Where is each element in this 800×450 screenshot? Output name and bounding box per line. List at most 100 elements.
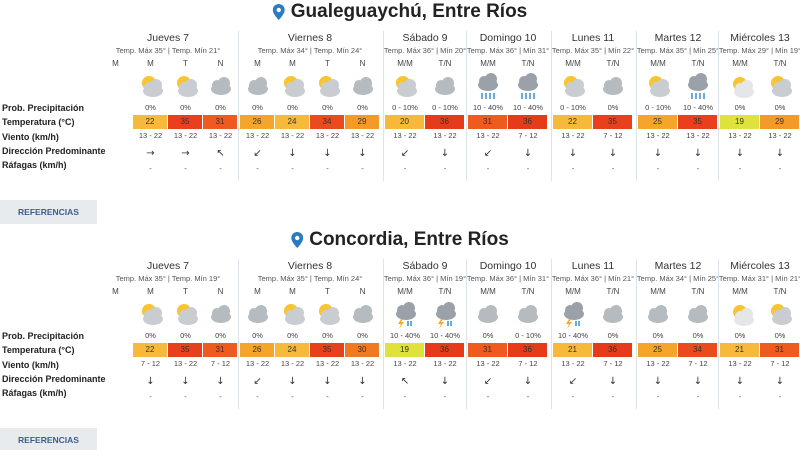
period-label: M <box>112 59 119 68</box>
precipitation: 0% <box>607 103 619 112</box>
weather-icon <box>352 77 373 95</box>
wind-direction: ↓ <box>568 148 578 159</box>
temperature: 22 <box>133 343 167 357</box>
temperature: 26 <box>240 115 274 129</box>
wind: 7 - 12 <box>210 359 231 368</box>
precipitation: 10 - 40% <box>389 331 421 340</box>
period-label: T/N <box>691 59 705 68</box>
period-label: M <box>147 287 154 296</box>
wind-direction: ↙ <box>253 376 262 387</box>
wind: 13 - 22 <box>138 131 163 140</box>
wind-direction: ↙ <box>400 148 410 159</box>
temperature: 22 <box>553 115 592 129</box>
wind-direction: ↓ <box>216 376 225 387</box>
period-label: M <box>289 287 296 296</box>
gusts: - <box>526 392 530 401</box>
gusts: - <box>149 392 152 401</box>
icon-cell <box>559 300 587 333</box>
temperature: 36 <box>508 115 547 129</box>
icon-cell <box>599 300 627 333</box>
wind-direction: ↙ <box>483 376 493 387</box>
icon-cell <box>244 72 272 105</box>
precipitation: 0% <box>252 103 263 112</box>
period-label: T <box>183 59 188 68</box>
precipitation: 0% <box>145 103 156 112</box>
wind-direction: → <box>181 148 190 159</box>
gusts: - <box>738 392 742 401</box>
period-label: M/M <box>397 287 413 296</box>
weather-icon <box>649 76 670 97</box>
references-button[interactable]: REFERENCIAS <box>0 428 97 450</box>
temperature: 22 <box>133 115 167 129</box>
precipitation: 0% <box>607 331 619 340</box>
gusts: - <box>656 392 660 401</box>
period-label: M <box>289 59 296 68</box>
wind: 13 - 22 <box>768 131 792 140</box>
wind-direction: ↓ <box>523 148 533 159</box>
day-divider <box>636 259 637 409</box>
wind: 13 - 22 <box>686 131 710 140</box>
weather-icon <box>352 305 373 323</box>
temperature: 36 <box>425 343 464 357</box>
references-button[interactable]: REFERENCIAS <box>0 200 97 224</box>
wind: 13 - 22 <box>476 131 500 140</box>
icon-cell <box>644 72 672 105</box>
icon-cell <box>391 72 419 105</box>
precipitation: 0% <box>180 331 191 340</box>
temperature: 35 <box>168 343 202 357</box>
day-name: Jueves 7 <box>146 32 190 44</box>
wind: 13 - 22 <box>208 131 233 140</box>
icon-cell <box>349 72 377 105</box>
wind: 7 - 12 <box>140 359 161 368</box>
precipitation: 10 - 40% <box>557 331 589 340</box>
temperature: 31 <box>203 343 237 357</box>
day-divider <box>383 259 384 409</box>
wind-direction: ↙ <box>483 148 493 159</box>
precipitation: 0% <box>287 103 298 112</box>
weather-icon <box>603 77 623 95</box>
gusts: - <box>184 164 187 173</box>
wind: 13 - 22 <box>280 359 305 368</box>
precipitation: 0% <box>774 331 786 340</box>
precipitation: 0% <box>145 331 156 340</box>
weather-icon <box>283 76 305 97</box>
icon-cell <box>766 72 794 105</box>
row-label: Prob. Precipitación <box>2 331 85 341</box>
day-name: Martes 12 <box>654 260 702 272</box>
day-summary: Temp. Máx 34° | Temp. Mín 24° <box>257 46 363 55</box>
icon-cell <box>172 300 200 333</box>
precipitation: 0 - 10% <box>432 103 458 112</box>
period-label: T <box>325 59 330 68</box>
gusts: - <box>256 164 259 173</box>
period-label: M <box>254 59 261 68</box>
weather-icon <box>396 76 417 97</box>
wind-direction: ↓ <box>735 148 745 159</box>
precipitation: 0% <box>774 103 786 112</box>
wind: 13 - 22 <box>280 131 305 140</box>
wind-direction: ↓ <box>735 376 745 387</box>
wind-direction: ↓ <box>653 376 663 387</box>
wind-direction: ↓ <box>288 376 297 387</box>
day-divider <box>466 31 467 181</box>
gusts: - <box>219 164 222 173</box>
day-summary: Temp. Máx 36° | Mín 21° <box>551 274 635 283</box>
wind: 13 - 22 <box>350 131 375 140</box>
temperature: 25 <box>638 343 677 357</box>
wind: 13 - 22 <box>173 131 198 140</box>
period-label: M <box>254 287 261 296</box>
period-label: T/N <box>606 59 620 68</box>
row-label: Dirección Predominante <box>2 145 106 156</box>
icon-cell <box>244 300 272 333</box>
gusts: - <box>219 392 222 401</box>
gusts: - <box>443 164 447 173</box>
wind-direction: ↓ <box>323 376 332 387</box>
wind-direction: ↓ <box>693 376 703 387</box>
gusts: - <box>738 164 742 173</box>
wind-direction: ↓ <box>288 148 297 159</box>
day-name: Sábado 9 <box>402 260 448 272</box>
wind: 13 - 22 <box>245 359 270 368</box>
day-name: Miércoles 13 <box>730 32 790 44</box>
day-summary: Temp. Máx 29° | Mín 19° <box>718 46 800 55</box>
period-label: N <box>217 287 224 296</box>
